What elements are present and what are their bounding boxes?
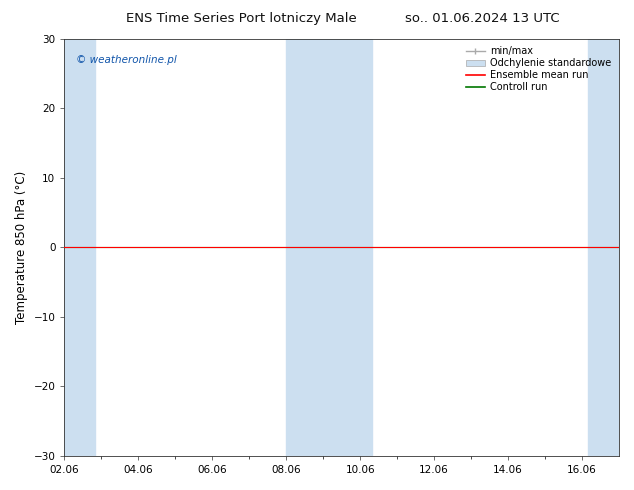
- Bar: [287, 39, 372, 456]
- Legend: min/max, Odchylenie standardowe, Ensemble mean run, Controll run: min/max, Odchylenie standardowe, Ensembl…: [463, 44, 614, 95]
- Text: so.. 01.06.2024 13 UTC: so.. 01.06.2024 13 UTC: [404, 12, 559, 25]
- Text: © weatheronline.pl: © weatheronline.pl: [75, 55, 176, 65]
- Text: ENS Time Series Port lotniczy Male: ENS Time Series Port lotniczy Male: [126, 12, 356, 25]
- Bar: [588, 39, 619, 456]
- Y-axis label: Temperature 850 hPa (°C): Temperature 850 hPa (°C): [15, 171, 28, 324]
- Bar: [65, 39, 95, 456]
